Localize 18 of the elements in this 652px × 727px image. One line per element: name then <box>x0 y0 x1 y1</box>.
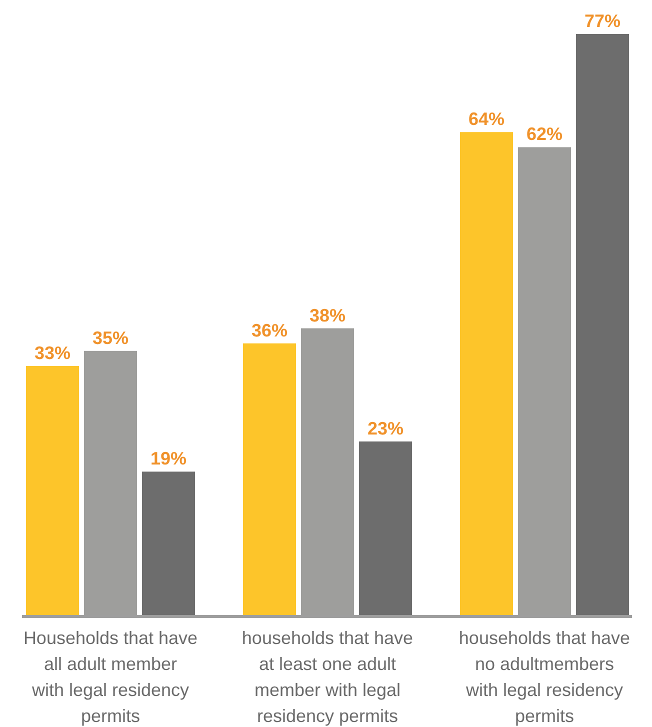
data-label: 23% <box>367 418 404 438</box>
bar <box>243 343 296 615</box>
data-label: 77% <box>584 11 621 31</box>
x-tick-label: Households that have all adult member with legal residency permits <box>23 628 198 726</box>
x-tick-label: households that have no adultmembers with legal residency permits <box>458 628 630 726</box>
data-label: 35% <box>92 328 129 348</box>
data-label: 33% <box>34 343 71 363</box>
x-tick-label: households that have at least one adult member with legal residency permits <box>242 628 414 726</box>
data-label: 36% <box>251 320 288 340</box>
bar <box>142 472 195 615</box>
bar <box>26 366 79 615</box>
data-label: 38% <box>309 305 346 326</box>
bar <box>460 132 513 615</box>
data-label: 19% <box>150 448 187 469</box>
bar <box>576 34 629 615</box>
data-label: 62% <box>526 124 563 144</box>
bar <box>359 441 412 615</box>
data-label: 64% <box>468 109 505 130</box>
